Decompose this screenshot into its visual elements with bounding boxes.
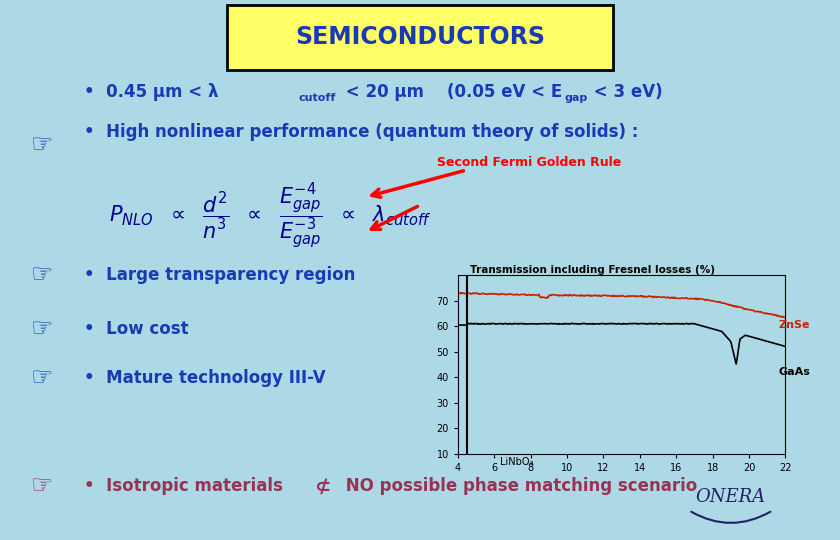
Text: ☞: ☞ <box>31 264 53 287</box>
Text: ☞: ☞ <box>31 366 53 390</box>
Text: gap: gap <box>564 93 588 103</box>
Text: cutoff: cutoff <box>298 93 335 103</box>
Text: $P_{NLO}$  $\propto$  $\dfrac{d^2}{n^3}$  $\propto$  $\dfrac{E_{gap}^{-4}}{E_{ga: $P_{NLO}$ $\propto$ $\dfrac{d^2}{n^3}$ $… <box>109 181 432 251</box>
Text: NO possible phase matching scenario: NO possible phase matching scenario <box>340 477 697 495</box>
Text: SEMICONDUCTORS: SEMICONDUCTORS <box>295 25 545 49</box>
Text: GaAs: GaAs <box>779 367 811 376</box>
Text: Second Fermi Golden Rule: Second Fermi Golden Rule <box>437 156 621 168</box>
Text: LiNbO₃: LiNbO₃ <box>500 457 533 467</box>
Text: ☞: ☞ <box>31 318 53 341</box>
Text: < 20 μm    (0.05 eV < E: < 20 μm (0.05 eV < E <box>340 83 563 101</box>
Text: •  Large transparency region: • Large transparency region <box>84 266 355 285</box>
Text: ONERA: ONERA <box>696 488 766 506</box>
Text: •  Mature technology III-V: • Mature technology III-V <box>84 369 326 387</box>
Text: •  Low cost: • Low cost <box>84 320 189 339</box>
Text: Transmission including Fresnel losses (%): Transmission including Fresnel losses (%… <box>470 265 716 275</box>
Text: < 3 eV): < 3 eV) <box>588 83 663 101</box>
Text: •  0.45 μm < λ: • 0.45 μm < λ <box>84 83 218 101</box>
Text: •  High nonlinear performance (quantum theory of solids) :: • High nonlinear performance (quantum th… <box>84 123 638 141</box>
Text: ⊄: ⊄ <box>315 476 331 496</box>
Text: ☞: ☞ <box>31 474 53 498</box>
Text: •  Isotropic materials: • Isotropic materials <box>84 477 289 495</box>
FancyBboxPatch shape <box>227 5 613 70</box>
Text: ZnSe: ZnSe <box>779 320 811 330</box>
Text: ☞: ☞ <box>31 134 53 158</box>
